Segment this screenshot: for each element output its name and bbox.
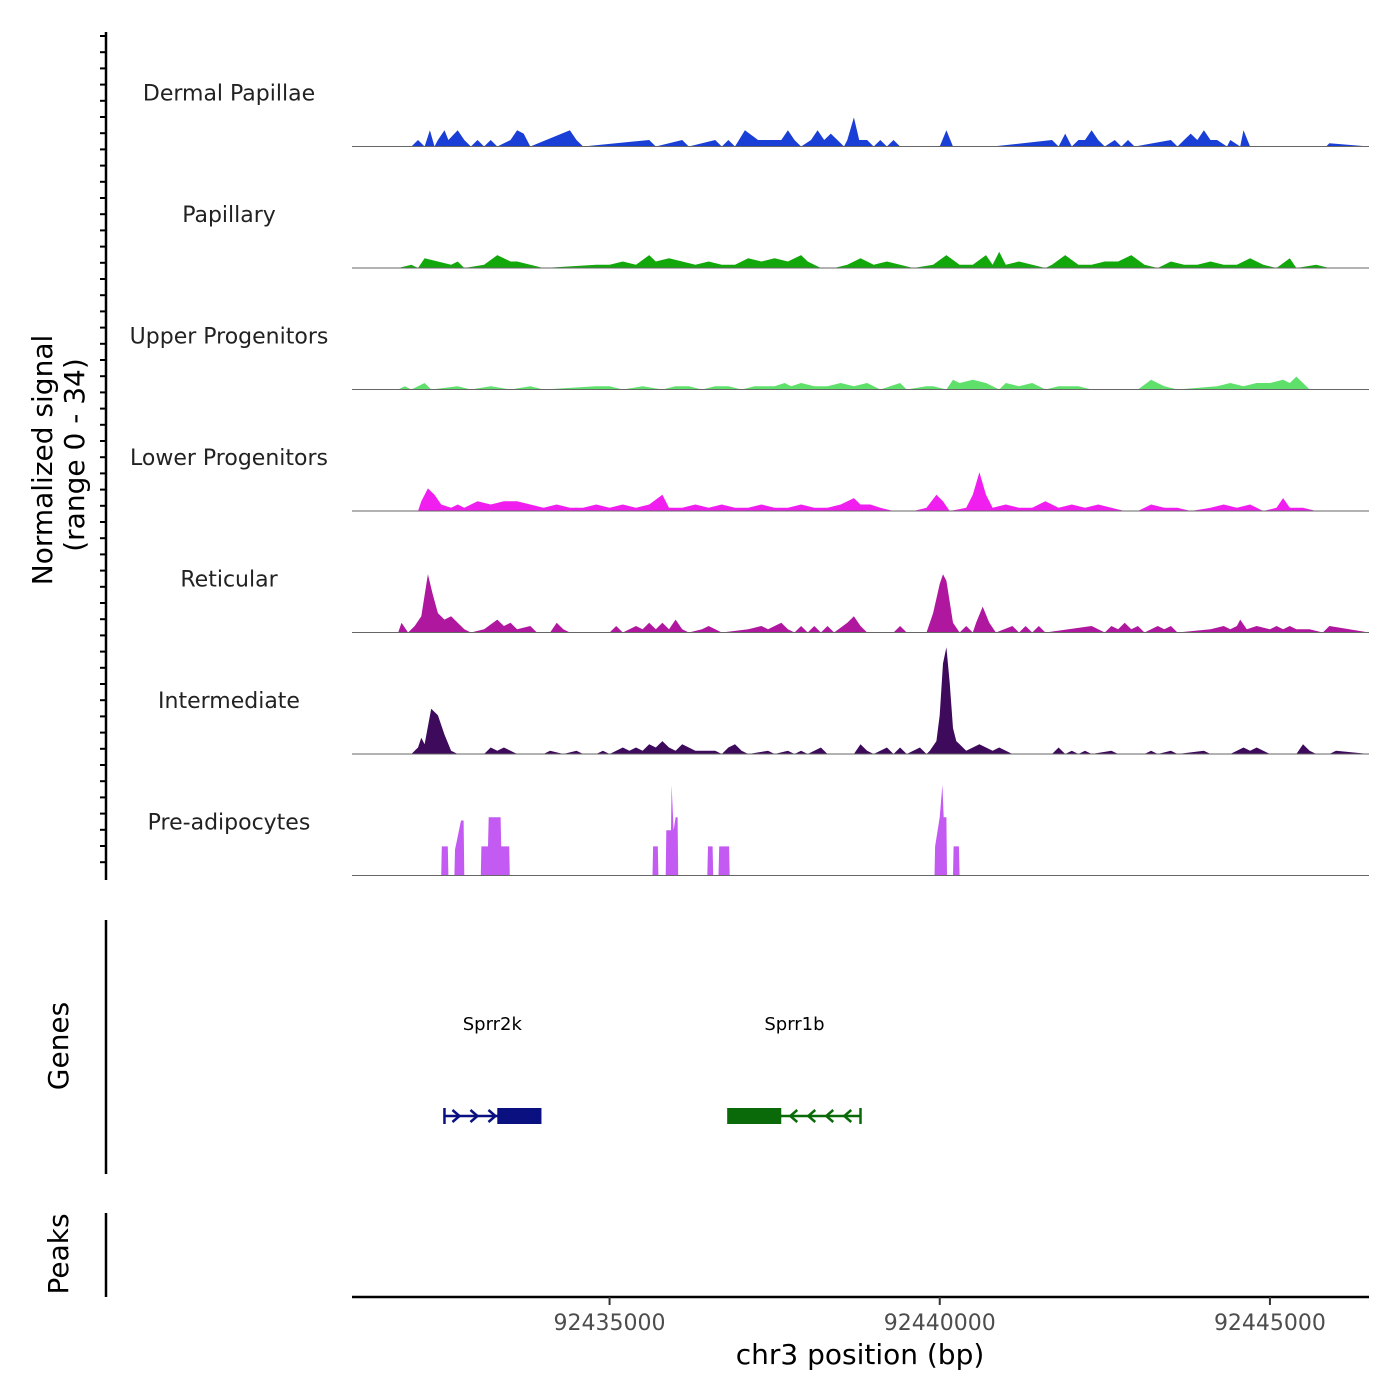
x-axis-ticks: 92435000 92440000 92445000 <box>554 1297 1326 1336</box>
coverage-area-lower-progenitors <box>352 472 1369 511</box>
y-axis-title-line1: Normalized signal <box>26 335 59 586</box>
coverage-area-upper-progenitors <box>352 376 1369 390</box>
strand-chevron-icon <box>842 1109 853 1123</box>
coverage-area-pre-adipocytes <box>352 784 1369 876</box>
track-label: Reticular <box>180 568 278 593</box>
strand-chevron-icon <box>788 1109 799 1123</box>
track-upper-progenitors: Upper Progenitors <box>130 325 1369 390</box>
x-tick-label: 92445000 <box>1214 1311 1326 1336</box>
gene-sprr1b: Sprr1b <box>727 1014 862 1124</box>
coverage-tracks: Dermal Papillae Papillary Upper Progenitor… <box>130 82 1369 876</box>
coverage-y-axis-ticks <box>100 35 106 864</box>
track-label: Upper Progenitors <box>130 325 329 350</box>
gene-exon <box>728 1108 782 1124</box>
x-axis-title: chr3 position (bp) <box>736 1338 985 1371</box>
gene-label: Sprr2k <box>463 1014 523 1035</box>
coverage-area-papillary <box>352 251 1369 268</box>
track-label: Lower Progenitors <box>130 446 328 471</box>
genes-track: Sprr2k Sprr1b <box>443 1014 862 1124</box>
gene-sprr2k: Sprr2k <box>443 1014 542 1124</box>
coverage-area-dermal-papillae <box>352 117 1369 147</box>
track-label: Intermediate <box>158 689 300 714</box>
strand-chevron-icon <box>806 1109 817 1123</box>
track-lower-progenitors: Lower Progenitors <box>130 446 1369 512</box>
track-reticular: Reticular <box>180 568 1369 633</box>
track-dermal-papillae: Dermal Papillae <box>143 82 1369 147</box>
y-axis-title-line2: (range 0 - 34) <box>58 358 91 552</box>
coverage-area-reticular <box>352 574 1369 633</box>
gene-label: Sprr1b <box>764 1014 824 1035</box>
peaks-track-label: Peaks <box>42 1213 75 1294</box>
genes-track-label: Genes <box>42 1002 75 1090</box>
gene-exon <box>497 1108 541 1124</box>
strand-chevron-icon <box>824 1109 835 1123</box>
x-tick-label: 92440000 <box>884 1311 996 1336</box>
strand-chevron-icon <box>469 1109 480 1123</box>
track-pre-adipocytes: Pre-adipocytes <box>148 784 1369 876</box>
track-label: Papillary <box>182 203 276 228</box>
track-intermediate: Intermediate <box>158 647 1369 755</box>
track-papillary: Papillary <box>182 203 1369 269</box>
track-label: Pre-adipocytes <box>148 811 311 836</box>
strand-chevron-icon <box>451 1109 462 1123</box>
x-tick-label: 92435000 <box>554 1311 666 1336</box>
track-label: Dermal Papillae <box>143 82 315 107</box>
strand-chevron-icon <box>487 1109 498 1123</box>
coverage-area-intermediate <box>352 647 1369 754</box>
